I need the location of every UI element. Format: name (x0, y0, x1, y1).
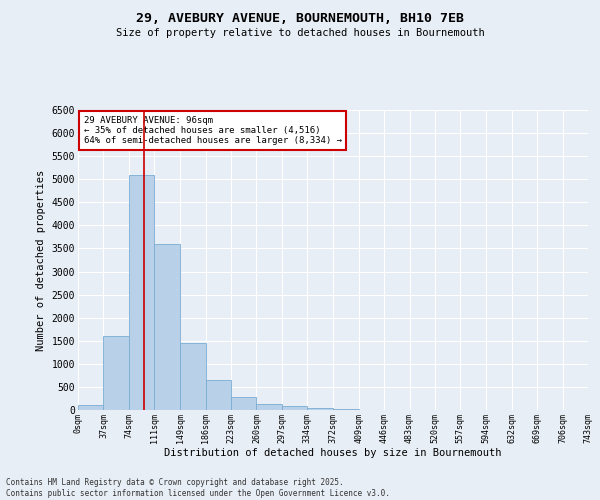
Bar (129, 174, 154, 410)
Bar (231, 397, 256, 410)
Y-axis label: Number of detached properties: Number of detached properties (36, 170, 46, 350)
Bar (282, 406, 307, 410)
Text: Contains HM Land Registry data © Crown copyright and database right 2025.
Contai: Contains HM Land Registry data © Crown c… (6, 478, 390, 498)
Bar (256, 404, 282, 410)
Text: 29, AVEBURY AVENUE, BOURNEMOUTH, BH10 7EB: 29, AVEBURY AVENUE, BOURNEMOUTH, BH10 7E… (136, 12, 464, 26)
Bar (103, 336, 129, 410)
Bar (334, 409, 359, 410)
X-axis label: Distribution of detached houses by size in Bournemouth: Distribution of detached houses by size … (164, 448, 502, 458)
Text: Size of property relative to detached houses in Bournemouth: Size of property relative to detached ho… (116, 28, 484, 38)
Bar (154, 244, 180, 410)
Bar (307, 408, 334, 410)
Bar (206, 380, 231, 410)
Text: 29 AVEBURY AVENUE: 96sqm
← 35% of detached houses are smaller (4,516)
64% of sem: 29 AVEBURY AVENUE: 96sqm ← 35% of detach… (83, 116, 341, 146)
Bar (78, 406, 103, 410)
Bar (180, 343, 206, 410)
